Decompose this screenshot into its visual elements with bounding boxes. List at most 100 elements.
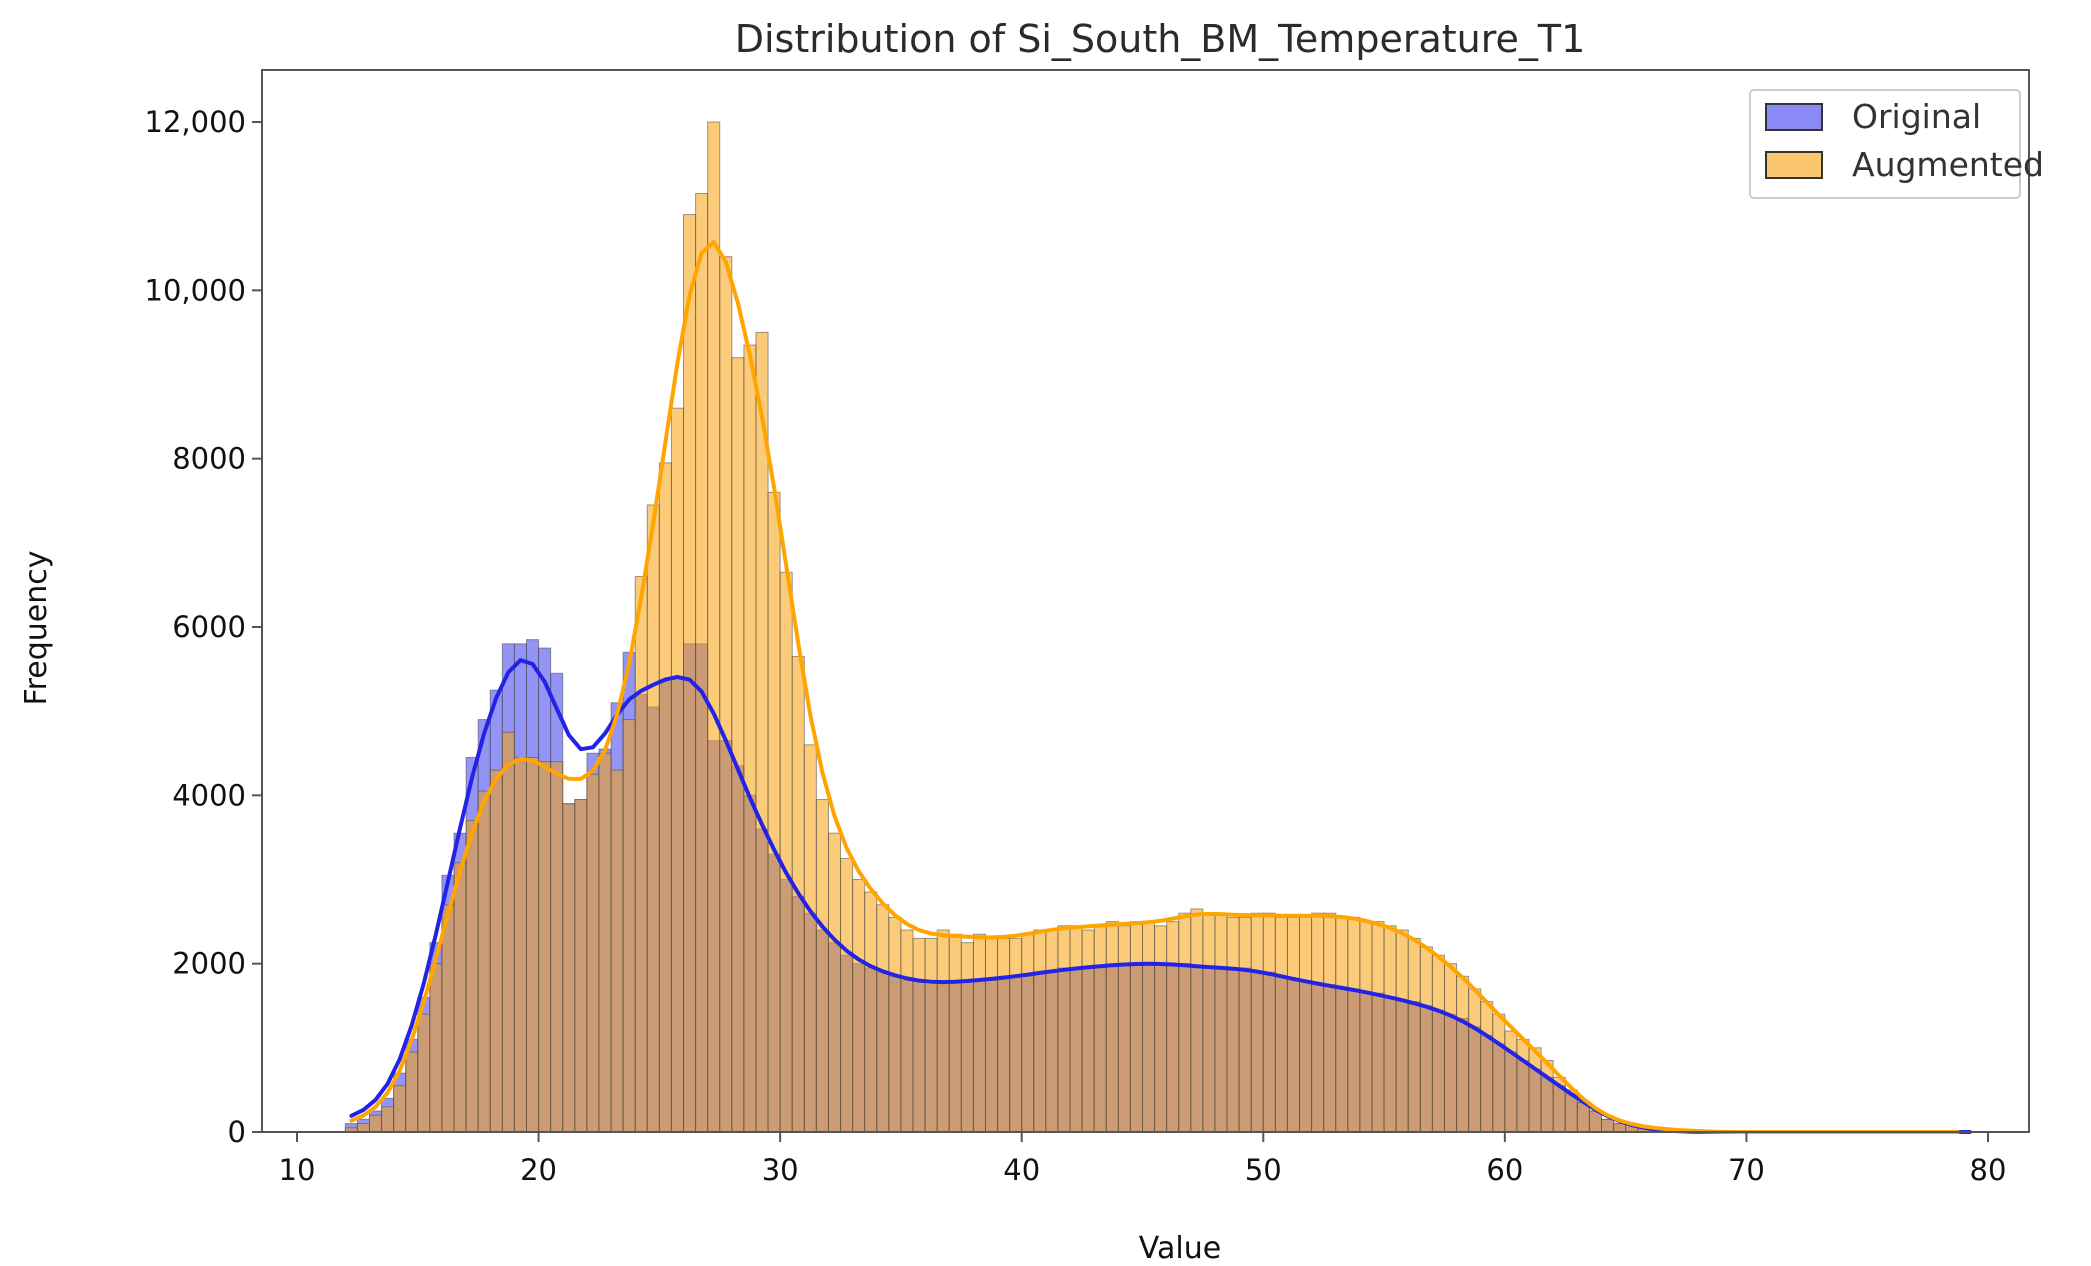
histogram-bar [1117,925,1131,1133]
y-tick-label: 6000 [172,610,246,644]
histogram-bar [1262,912,1276,1133]
histogram-bar [1009,937,1023,1133]
histogram-bar [513,756,527,1133]
histogram-bar [1600,1118,1615,1133]
histogram-bar [1299,916,1313,1133]
histogram-bar [658,462,672,1133]
histogram-bar [586,773,600,1133]
histogram-bar [1178,912,1192,1133]
y-axis-label: Frequency [19,551,54,706]
histogram-bar [924,937,938,1133]
histogram-bar [888,916,902,1133]
histogram-bar [972,933,986,1133]
x-tick-label: 10 [279,1153,316,1187]
histogram-bar [634,576,648,1133]
histogram-bar [1371,921,1385,1133]
y-tick-label: 4000 [172,778,246,812]
plot-frame [261,69,2030,1133]
histogram-bar [912,937,926,1133]
y-tick-label: 0 [228,1115,246,1149]
histogram-bar [393,1085,407,1133]
histogram-bar [1347,916,1361,1133]
x-tick-label: 50 [1245,1153,1282,1187]
y-tick-label: 12,000 [145,105,246,139]
histogram-bar [1021,933,1035,1133]
histogram-bar [803,744,817,1133]
histogram-bar [1323,912,1337,1133]
legend-label-augmented: Augmented [1852,145,2044,184]
histogram-bar [1238,916,1252,1133]
histogram-bar [1528,1047,1542,1133]
histogram-bar [1057,925,1071,1133]
histogram-bar [960,942,974,1133]
histogram-bar [1516,1038,1530,1133]
histogram-bar [1468,988,1482,1133]
legend: Original Augmented [1749,89,2044,199]
histogram-bar [550,761,564,1133]
histogram-bar [1069,925,1083,1133]
x-axis-label: Value [1139,1231,1221,1266]
histogram-bar [936,929,950,1133]
histogram-bar [743,344,757,1133]
histogram-bar [417,1013,431,1133]
histogram-bar [405,1051,419,1133]
histogram-bar [695,193,709,1133]
histogram-bar [1359,921,1373,1133]
x-tick-label: 80 [1970,1153,2007,1187]
histogram-bar [1274,916,1288,1133]
histogram-bar [670,407,685,1133]
histogram-bar [1105,921,1119,1133]
histogram-bar [852,879,866,1133]
histogram-bar [815,799,829,1133]
histogram-bar [1129,921,1144,1133]
y-tick-label: 2000 [172,947,246,981]
histogram-bar [1395,929,1409,1133]
histogram-bar [368,1114,383,1133]
histogram-bar [598,752,612,1133]
histogram-bar [1190,908,1204,1133]
histogram-bar [707,121,721,1133]
histogram-bar [562,803,576,1133]
histogram-bar [1480,1001,1494,1133]
histogram-bar [1142,921,1156,1133]
histogram-bar [1166,921,1180,1133]
histogram-bar [900,929,914,1133]
x-tick-label: 30 [762,1153,799,1187]
histogram-bar [1045,929,1059,1133]
histogram-bar [683,214,697,1133]
x-tick-label: 20 [520,1153,557,1187]
histogram-bar [1226,916,1240,1133]
y-axis-ticks: 0 2000 4000 6000 8000 10,000 12,000 [145,105,262,1149]
kde-curve-augmented [349,240,1960,1134]
histogram-bar [1456,975,1470,1133]
histogram-bar [1081,929,1095,1133]
histogram-bar [1419,946,1433,1133]
histogram-bar [525,756,540,1133]
x-tick-label: 70 [1728,1153,1765,1187]
histogram-bar [840,857,854,1133]
histogram-bar [1286,916,1301,1133]
histogram-bar [1154,925,1168,1133]
histogram-bar [864,891,878,1133]
histogram-bar [1335,916,1349,1133]
histogram-bar [1492,1013,1506,1133]
histogram-bar [646,504,660,1133]
histogram-bar [779,571,793,1133]
histogram-bar [1613,1123,1627,1133]
histogram-bar [1311,912,1325,1133]
histogram-bar [622,719,636,1133]
histogram-bar [948,933,962,1133]
histogram-bar [1250,912,1264,1133]
histogram-bar [1504,1030,1518,1133]
y-tick-label: 10,000 [145,273,246,307]
histogram-bar [984,937,999,1133]
histogram-bar [574,799,588,1133]
histogram-bar [767,491,781,1133]
histogram-bar [441,904,455,1133]
histogram-bar [465,820,479,1133]
histogram-bar [1093,925,1107,1133]
y-tick-label: 8000 [172,442,246,476]
histogram-bar [1443,963,1458,1133]
histogram-bar [997,937,1011,1133]
histogram-bar [453,862,467,1133]
